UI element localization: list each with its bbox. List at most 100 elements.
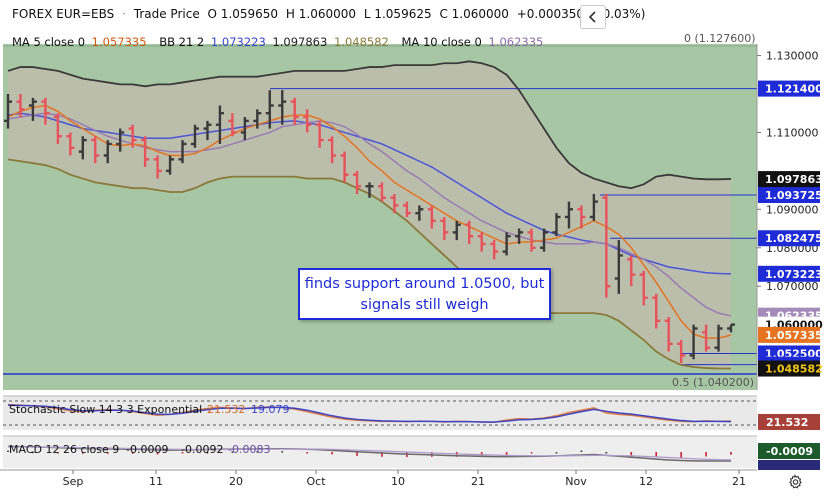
- ohlc-bar: [689, 324, 698, 360]
- ohlc-bar: [265, 90, 274, 129]
- stoch-axis-tag: 21.532: [766, 416, 808, 429]
- ohlc-bar: [677, 340, 686, 364]
- macd-histogram-bar: [580, 450, 583, 452]
- fib-bottom-label: 0.5 (1.040200): [672, 376, 754, 389]
- time-tick-label: Oct: [306, 475, 326, 488]
- ohlc-bar: [664, 316, 673, 352]
- ohlc-bar: [16, 93, 25, 118]
- macd-histogram-bar: [356, 452, 358, 456]
- ohlc-bar: [577, 205, 586, 229]
- ohlc-bar: [253, 109, 262, 129]
- ohlc-bar: [527, 228, 536, 252]
- chart-header: FOREX EUR=EBS · Trade Price O 1.059650 H…: [12, 7, 649, 21]
- macd-histogram-bar: [156, 452, 159, 455]
- indicator-price-tag-bg: [758, 265, 820, 282]
- ma5-label: MA 5 close 0: [12, 35, 86, 49]
- macd-axis-tag: -0.0009: [766, 445, 813, 458]
- macd-histogram-bar: [630, 452, 633, 456]
- ma5-series: [7, 104, 732, 339]
- macd-histogram-bar: [231, 451, 234, 453]
- level-price-tag: 1.093725: [765, 189, 823, 202]
- ohlc-bar: [427, 205, 436, 229]
- gear-icon: [789, 474, 802, 489]
- ohlc-bar: [365, 182, 374, 198]
- level-price-tag-bg: [758, 80, 820, 97]
- macd-value-2: -0.0092: [181, 443, 223, 456]
- ohlc-bar: [128, 124, 137, 148]
- time-tick-label: 21: [732, 475, 746, 488]
- stoch-k-value: 21.532: [207, 403, 246, 416]
- macd-histogram-bar: [256, 451, 259, 453]
- indicator-legend: MA 5 close 0 1.057335 BB 21 2 1.073223 1…: [12, 35, 546, 49]
- open-value: O 1.059650: [207, 7, 279, 21]
- ohlc-bar: [4, 93, 12, 129]
- ohlc-bar: [240, 117, 249, 141]
- indicator-price-tag-bg: [758, 326, 820, 343]
- bb-upper-value: 1.097863: [272, 35, 328, 49]
- indicator-price-tag: 1.097863: [765, 173, 823, 186]
- ohlc-bar: [215, 105, 224, 144]
- level-price-tag-bg: [758, 186, 820, 203]
- macd-histogram-bar: [106, 452, 109, 454]
- time-tick-label: 11: [149, 475, 163, 488]
- bb-label: BB 21 2: [159, 35, 205, 49]
- ohlc-bar: [639, 270, 648, 306]
- settings-button[interactable]: [784, 471, 806, 493]
- header-separator: ·: [122, 7, 126, 21]
- ohlc-bar: [477, 232, 486, 252]
- ohlc-bar: [614, 240, 623, 294]
- stoch-tag-bg: [758, 414, 820, 430]
- macd-signal-series: [8, 446, 732, 461]
- bb-mid-value: 1.073223: [210, 35, 266, 49]
- macd-histogram-bar: [7, 450, 9, 452]
- macd-histogram-bar: [555, 452, 558, 454]
- price-tick-label: 1.130000: [766, 50, 819, 63]
- ohlc-bar: [353, 170, 362, 194]
- bb-lower-value: 1.048582: [333, 35, 389, 49]
- time-tick-label: Nov: [565, 475, 587, 488]
- ohlc-bar: [66, 132, 75, 156]
- price-tick-label: 1.070000: [766, 280, 819, 293]
- macd-histogram-bar: [32, 451, 34, 454]
- stoch-d-series: [7, 404, 732, 423]
- bb-upper-series: [7, 60, 732, 190]
- macd-histogram-bar: [730, 452, 732, 455]
- ohlc-bar: [178, 140, 187, 164]
- ohlc-bar: [315, 120, 324, 148]
- ohlc-bar: [303, 109, 312, 133]
- time-tick-label: 12: [639, 475, 653, 488]
- ohlc-bar: [627, 255, 636, 287]
- ohlc-bar: [377, 182, 386, 202]
- price-tick-label: 1.110000: [766, 126, 819, 139]
- collapse-button[interactable]: [580, 5, 606, 29]
- ohlc-bar: [78, 136, 87, 160]
- ohlc-bar: [602, 193, 611, 298]
- ohlc-bar: [465, 220, 474, 244]
- macd-histogram-bar: [57, 452, 59, 454]
- annotation-line-2: signals still weigh: [360, 297, 489, 313]
- annotation-box: finds support around 1.0500, but signals…: [298, 268, 551, 320]
- indicator-price-tag: 1.057335: [765, 329, 823, 342]
- time-tick-label: 20: [229, 475, 243, 488]
- macd-histogram-bar: [306, 452, 308, 454]
- indicator-price-tag-bg: [758, 360, 820, 377]
- fib-top-label: 0 (1.127600): [684, 32, 756, 45]
- symbol-label: FOREX EUR=EBS: [12, 7, 115, 21]
- macd-histogram-bar: [530, 452, 533, 454]
- ohlc-bar: [502, 232, 511, 256]
- stoch-d-value: 19.079: [251, 403, 290, 416]
- ohlc-bar: [203, 120, 212, 141]
- ohlc-bar: [415, 205, 424, 221]
- ma10-label: MA 10 close 0: [401, 35, 482, 49]
- ohlc-bar: [53, 113, 62, 144]
- ohlc-bar: [328, 136, 337, 164]
- ohlc-bar: [190, 124, 199, 148]
- ohlc-bar: [116, 128, 125, 152]
- indicator-price-tag: 1.073223: [765, 268, 823, 281]
- low-value: L 1.059625: [363, 7, 432, 21]
- indicator-price-tag-bg: [758, 171, 820, 188]
- macd-histogram-bar: [81, 452, 84, 454]
- macd-tag2-bg: [758, 460, 820, 470]
- macd-tag-bg: [758, 443, 820, 459]
- ohlc-bar: [166, 155, 175, 175]
